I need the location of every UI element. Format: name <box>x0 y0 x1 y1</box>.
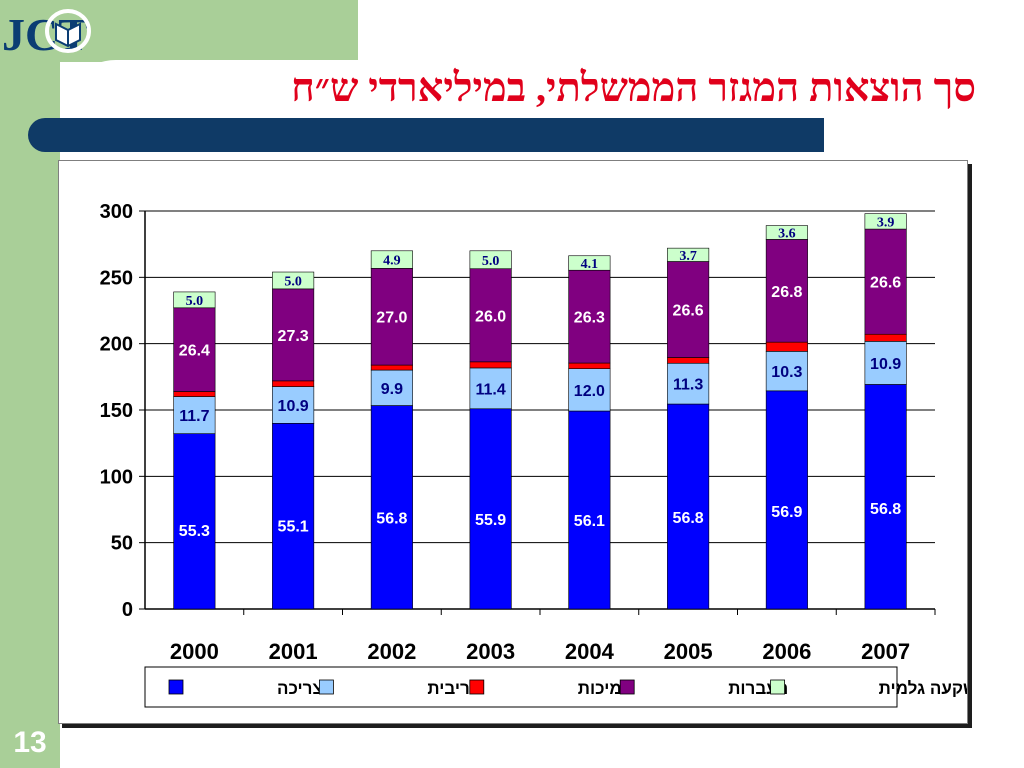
data-label: 56.1 <box>574 513 605 530</box>
bar-segment <box>765 390 808 610</box>
data-label: 5.0 <box>284 274 302 289</box>
legend-label: צריכה <box>277 679 323 698</box>
data-label: 26.6 <box>870 275 901 292</box>
bar-segment <box>765 341 808 352</box>
bar-segment <box>667 261 710 358</box>
bar-segment <box>272 386 315 424</box>
data-label: 26.3 <box>574 310 605 327</box>
data-label: 55.9 <box>475 512 506 529</box>
y-tick-label: 0 <box>122 599 133 621</box>
bar-segment <box>173 396 216 434</box>
data-label: 10.9 <box>870 356 901 373</box>
bar-segment <box>765 225 808 240</box>
data-label: 56.8 <box>376 510 407 527</box>
data-label: 27.3 <box>278 328 309 345</box>
legend-swatch <box>318 679 334 695</box>
x-tick-label: 2001 <box>269 639 318 664</box>
bar-segment <box>469 268 512 363</box>
data-label: 55.3 <box>179 523 210 540</box>
data-label: 9.9 <box>381 381 403 398</box>
data-label: 3.7 <box>679 249 697 264</box>
legend-label: השקעה גלמית <box>879 679 967 698</box>
data-label: 56.8 <box>870 501 901 518</box>
bar-segment <box>272 423 315 610</box>
bar-segment <box>864 213 907 230</box>
data-label: 26.0 <box>475 308 506 325</box>
chart-frame: 050100150200250300200055.311.71.626.45.0… <box>58 160 968 724</box>
side-panel <box>0 0 60 768</box>
data-label: 10.3 <box>771 364 802 381</box>
bar-segment <box>568 269 611 364</box>
data-label: 4.9 <box>383 254 401 269</box>
y-tick-label: 50 <box>111 533 133 555</box>
bar-segment <box>469 408 512 610</box>
x-tick-label: 2003 <box>466 639 515 664</box>
data-label: 5.0 <box>186 294 204 309</box>
bar-segment <box>667 403 710 610</box>
logo-ring <box>45 9 91 53</box>
slide-title: סך הוצאות המגזר הממשלתי, במיליארדי ש״ח <box>291 65 976 110</box>
legend-swatch <box>168 679 184 695</box>
bar-segment <box>370 405 413 610</box>
y-tick-label: 300 <box>100 201 133 223</box>
data-label: 11.4 <box>475 381 505 398</box>
data-label: 3.6 <box>778 226 796 241</box>
data-label: 12.0 <box>574 383 605 400</box>
data-label: 10.9 <box>278 398 309 415</box>
y-tick-label: 150 <box>100 400 133 422</box>
title-underline-bar <box>28 118 824 152</box>
data-label: 55.1 <box>278 518 309 535</box>
x-tick-label: 2005 <box>664 639 713 664</box>
legend-label: ריבית <box>427 679 469 698</box>
page-number: 13 <box>13 726 47 759</box>
jct-logo: JCT <box>2 9 91 60</box>
bar-segment <box>667 362 710 405</box>
data-label: 27.0 <box>376 310 407 327</box>
bar-segment <box>272 288 315 382</box>
bar-segment <box>469 250 512 270</box>
bar-segment <box>765 239 808 343</box>
bar-segment <box>173 291 216 309</box>
x-tick-label: 2006 <box>762 639 811 664</box>
data-label: 11.3 <box>673 377 703 394</box>
legend-swatch <box>770 679 785 695</box>
data-label: 3.9 <box>877 215 895 230</box>
bar-segment <box>173 433 216 610</box>
bar-segment <box>173 307 216 392</box>
x-tick-label: 2000 <box>170 639 219 664</box>
legend-swatch <box>469 679 485 695</box>
y-tick-label: 100 <box>100 466 133 488</box>
legend-swatch <box>619 679 635 695</box>
x-tick-label: 2002 <box>367 639 416 664</box>
data-label: 26.8 <box>771 284 802 301</box>
bar-segment <box>272 271 315 290</box>
data-label: 56.8 <box>673 510 704 527</box>
bar-segment <box>370 369 413 406</box>
x-tick-label: 2004 <box>565 639 615 664</box>
data-label: 26.4 <box>179 343 210 360</box>
data-label: 11.7 <box>179 408 209 425</box>
bar-segment <box>864 228 907 335</box>
data-label: 4.1 <box>581 257 599 272</box>
bar-segment <box>568 410 611 610</box>
bar-segment <box>568 368 611 412</box>
data-label: 56.9 <box>771 504 802 521</box>
bar-segment <box>765 351 808 392</box>
bar-segment <box>469 367 512 410</box>
y-tick-label: 250 <box>100 267 133 289</box>
bar-segment <box>568 255 611 271</box>
bar-segment <box>864 333 907 342</box>
x-tick-label: 2007 <box>861 639 910 664</box>
bar-segment <box>864 384 907 610</box>
y-tick-label: 200 <box>100 334 133 356</box>
data-label: 5.0 <box>482 254 500 269</box>
bar-segment <box>667 247 710 262</box>
bar-segment <box>370 250 413 269</box>
bar-segment <box>864 341 907 385</box>
data-label: 26.6 <box>673 302 704 319</box>
stacked-bar-chart: 050100150200250300200055.311.71.626.45.0… <box>100 201 967 708</box>
